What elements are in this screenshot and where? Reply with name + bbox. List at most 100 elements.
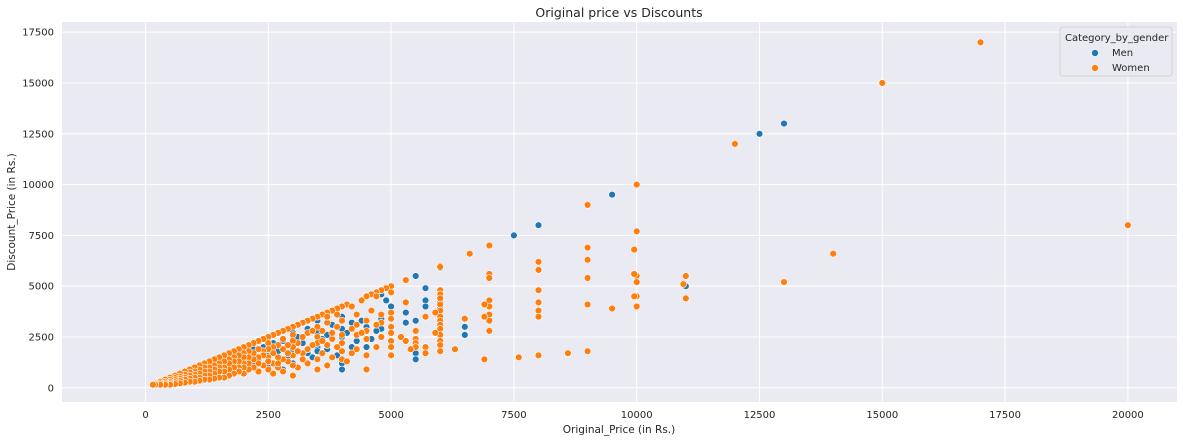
data-point-men [372,327,381,335]
data-point-women [534,306,543,315]
data-point-women [303,359,312,368]
data-point-women [534,298,543,307]
data-point-women [421,349,430,357]
x-tick-label: 0 [142,410,148,421]
data-point-women [299,333,307,341]
data-point-women [372,292,381,300]
y-tick-label: 15000 [22,78,54,89]
y-axis-label: Discount_Price (in Rs.) [6,153,18,271]
data-point-women [466,250,474,258]
data-point-women [333,323,341,331]
data-point-men [382,296,390,305]
data-point-women [480,300,489,309]
data-point-men [780,119,788,128]
legend-marker-men [1091,49,1099,57]
data-point-women [313,365,322,374]
data-point-women [279,335,287,343]
data-point-women [407,345,415,353]
data-point-men [353,337,361,345]
data-point-women [461,315,469,323]
data-point-women [387,315,395,323]
data-point-women [679,280,688,288]
data-point-women [254,367,263,376]
data-point-men [461,323,469,331]
data-point-women [348,302,356,311]
data-point-women [402,337,410,345]
data-point-women [583,243,592,252]
data-point-women [534,258,543,266]
data-point-women [480,355,489,363]
data-point-women [289,371,297,380]
x-tick-label: 5000 [378,410,403,421]
data-point-women [333,310,341,319]
data-point-women [608,304,616,313]
data-point-women [279,367,287,376]
grid-lines [62,22,1177,402]
data-point-women [431,329,439,337]
data-point-women [387,343,395,351]
legend-marker-women [1091,64,1099,72]
y-tick-label: 10000 [22,180,54,191]
data-point-women [480,313,489,321]
data-point-women [254,359,263,368]
data-point-women [328,329,336,337]
data-point-women [632,180,641,189]
data-point-women [372,321,381,329]
data-point-women [313,355,322,363]
data-point-women [976,38,985,46]
data-point-men [402,308,410,317]
data-point-women [632,227,641,236]
data-point-women [436,294,444,303]
data-point-women [421,343,430,351]
data-point-women [632,302,641,311]
data-point-men [412,272,420,280]
data-point-women [431,308,439,317]
data-point-women [362,317,371,325]
data-point-women [328,353,336,361]
data-point-women [308,327,317,335]
data-point-women [402,276,410,284]
data-point-women [387,288,395,296]
data-point-women [318,337,326,345]
data-point-men [421,302,430,311]
data-point-women [289,361,297,370]
series-women [149,38,1132,389]
data-point-women [387,351,395,359]
data-point-women [353,345,361,353]
legend-title: Category_by_gender [1065,33,1169,44]
data-point-women [583,300,592,309]
data-point-women [367,306,376,315]
data-point-women [682,294,690,303]
x-tick-label: 10000 [621,410,653,421]
data-point-women [583,256,592,264]
data-point-women [362,335,371,343]
chart-title: Original price vs Discounts [535,5,702,20]
data-point-women [353,310,361,319]
data-point-men [412,317,420,325]
data-point-men [755,130,764,138]
data-point-women [348,325,356,333]
data-point-women [485,317,493,325]
data-point-women [284,349,292,357]
data-point-men [387,302,395,311]
data-point-women [254,345,263,353]
data-point-men [421,296,430,305]
data-point-women [338,347,346,355]
data-point-men [608,191,616,199]
data-point-women [303,345,312,353]
data-point-women [299,355,307,363]
data-point-women [436,263,444,271]
y-tick-label: 12500 [22,129,54,140]
data-point-women [1124,221,1132,229]
data-point-women [323,313,331,321]
data-point-women [630,292,638,300]
data-point-men [412,355,420,363]
data-point-women [436,347,444,355]
data-point-women [515,353,523,361]
y-tick-label: 7500 [29,231,54,242]
data-point-men [362,343,371,351]
data-point-women [264,357,272,366]
data-point-women [564,349,572,357]
legend-label-men: Men [1112,48,1133,59]
